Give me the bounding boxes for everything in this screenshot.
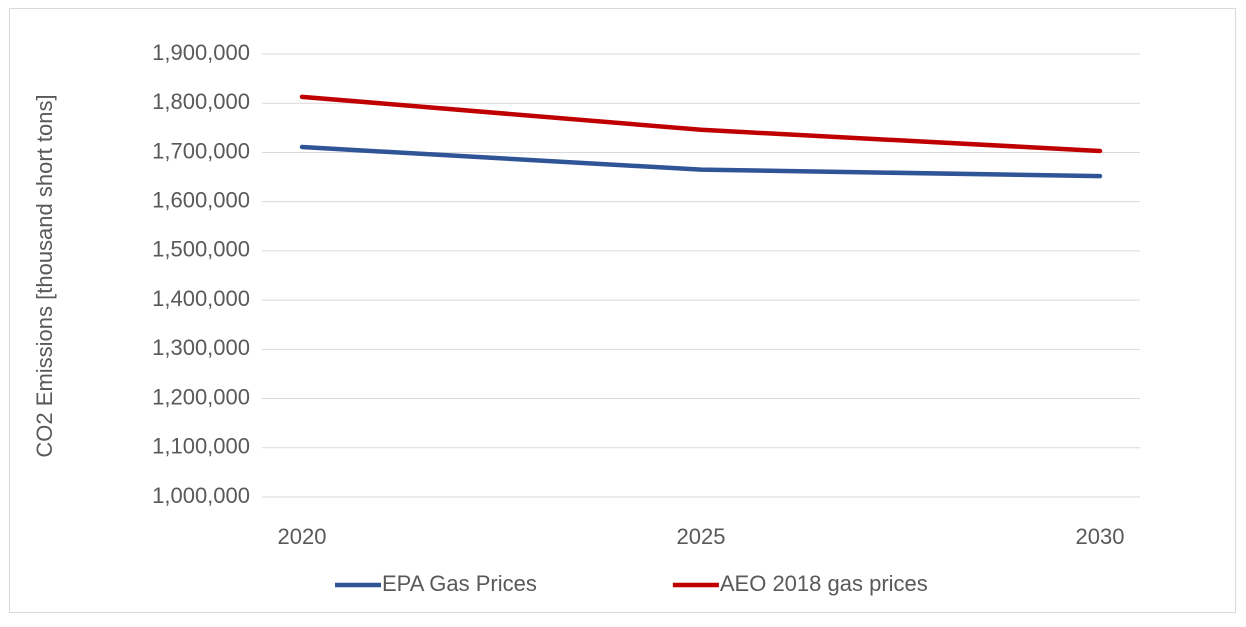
x-tick-label: 2030 [1076,524,1125,549]
y-tick-label: 1,100,000 [152,434,250,459]
y-tick-label: 1,400,000 [152,286,250,311]
y-tick-label: 1,600,000 [152,187,250,212]
y-tick-label: 1,800,000 [152,89,250,114]
y-tick-label: 1,700,000 [152,138,250,163]
y-axis-label: CO2 Emissions [thousand short tons] [32,94,57,457]
series-line [299,144,1103,179]
chart-border [9,8,1236,613]
series-line [299,94,1103,154]
x-tick-label: 2020 [278,524,327,549]
y-tick-label: 1,500,000 [152,237,250,262]
legend-label: AEO 2018 gas prices [720,571,928,596]
y-tick-label: 1,200,000 [152,384,250,409]
y-tick-label: 1,900,000 [152,40,250,65]
y-tick-label: 1,000,000 [152,483,250,508]
y-tick-label: 1,300,000 [152,335,250,360]
x-tick-label: 2025 [677,524,726,549]
legend-label: EPA Gas Prices [382,571,537,596]
